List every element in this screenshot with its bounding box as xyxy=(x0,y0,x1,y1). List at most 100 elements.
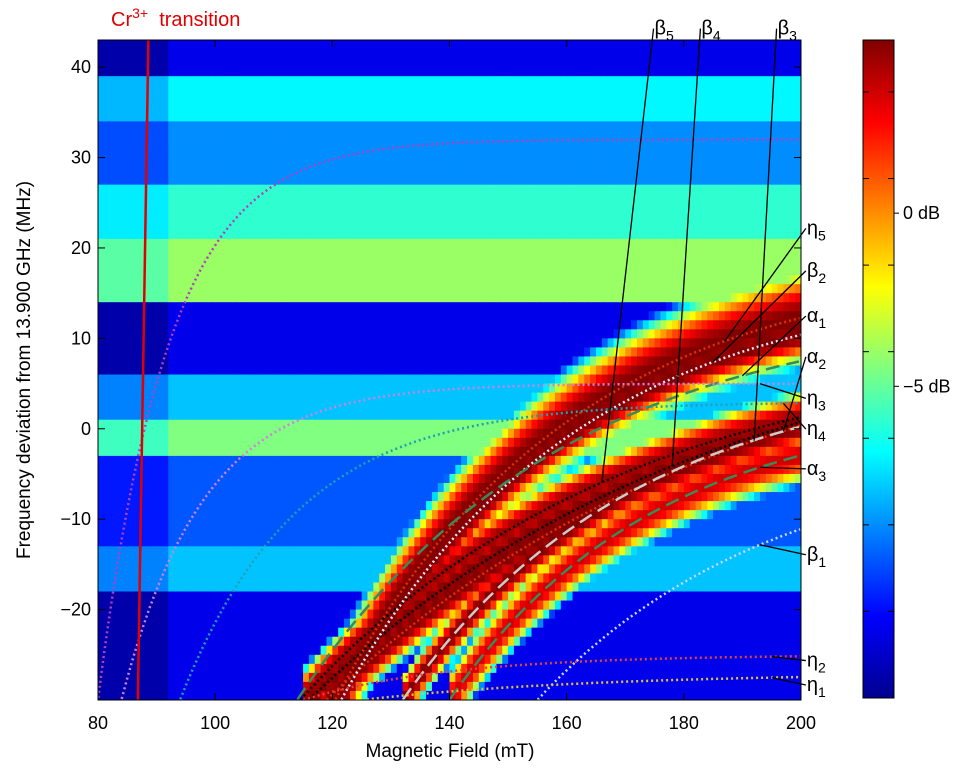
heatmap-cell xyxy=(291,238,298,249)
heatmap-cell xyxy=(484,645,492,656)
heatmap-cell xyxy=(133,519,140,529)
heatmap-cell xyxy=(197,483,205,493)
heatmap-cell xyxy=(144,618,152,629)
heatmap-cell xyxy=(121,428,128,439)
heatmap-cell xyxy=(338,130,345,141)
heatmap-cell xyxy=(185,266,193,276)
heatmap-cell xyxy=(209,211,216,222)
heatmap-cell xyxy=(285,609,292,620)
heatmap-cell xyxy=(297,85,304,95)
heatmap-cell xyxy=(273,446,281,457)
heatmap-cell xyxy=(344,483,351,493)
heatmap-cell xyxy=(308,112,316,122)
heatmap-cell xyxy=(98,157,105,168)
heatmap-cell xyxy=(180,618,187,629)
heatmap-cell xyxy=(174,329,181,339)
heatmap-cell xyxy=(144,473,152,484)
heatmap-cell xyxy=(426,437,433,448)
heatmap-cell xyxy=(150,365,158,376)
heatmap-cell xyxy=(332,202,339,213)
heatmap-cell xyxy=(338,627,345,638)
heatmap-cell xyxy=(297,365,304,376)
heatmap-cell xyxy=(127,202,134,213)
heatmap-cell xyxy=(455,690,462,700)
heatmap-cell xyxy=(267,275,275,285)
heatmap-cell xyxy=(385,645,392,656)
heatmap-cell xyxy=(232,428,240,439)
heatmap-cell xyxy=(127,302,134,312)
heatmap-cell xyxy=(291,672,298,683)
heatmap-cell xyxy=(367,365,374,376)
heatmap-cell xyxy=(250,112,257,122)
heatmap-cell xyxy=(390,618,398,629)
heatmap-cell xyxy=(326,275,333,285)
heatmap-cell xyxy=(291,464,298,475)
heatmap-cell xyxy=(156,139,164,150)
heatmap-cell xyxy=(420,464,427,475)
heatmap-cell xyxy=(203,157,210,168)
heatmap-cell xyxy=(472,564,480,575)
heatmap-cell xyxy=(203,121,210,132)
heatmap-cell xyxy=(297,428,304,439)
heatmap-cell xyxy=(396,58,404,68)
heatmap-cell xyxy=(402,501,410,511)
heatmap-cell xyxy=(162,419,169,430)
heatmap-cell xyxy=(437,284,445,294)
heatmap-cell xyxy=(121,211,128,222)
heatmap-cell xyxy=(402,537,410,547)
heatmap-cell xyxy=(303,600,310,611)
heatmap-cell xyxy=(103,645,111,656)
heatmap-cell xyxy=(209,202,216,213)
heatmap-cell xyxy=(390,537,398,547)
heatmap-cell xyxy=(402,329,410,339)
heatmap-cell xyxy=(308,49,316,59)
heatmap-cell xyxy=(431,401,439,412)
heatmap-cell xyxy=(150,464,158,475)
heatmap-cell xyxy=(215,320,222,330)
heatmap-cell xyxy=(133,573,140,584)
heatmap-cell xyxy=(402,437,410,448)
heatmap-cell xyxy=(221,473,228,484)
heatmap-cell xyxy=(379,94,386,104)
heatmap-cell xyxy=(238,600,246,611)
heatmap-cell xyxy=(150,284,158,294)
heatmap-cell xyxy=(103,238,111,249)
heatmap-cell xyxy=(121,365,128,376)
heatmap-cell xyxy=(156,383,164,394)
heatmap-cell xyxy=(221,374,228,385)
heatmap-cell xyxy=(478,347,486,358)
heatmap-cell xyxy=(103,67,111,77)
heatmap-cell xyxy=(291,130,298,141)
heatmap-cell xyxy=(496,130,503,141)
heatmap-cell xyxy=(174,483,181,493)
heatmap-cell xyxy=(385,67,392,77)
heatmap-cell xyxy=(150,555,158,565)
heatmap-cell xyxy=(332,193,339,204)
heatmap-cell xyxy=(291,49,298,59)
heatmap-cell xyxy=(396,446,404,457)
heatmap-cell xyxy=(332,392,339,403)
heatmap-cell xyxy=(490,618,497,629)
heatmap-cell xyxy=(115,591,123,602)
heatmap-cell xyxy=(420,401,427,412)
heatmap-cell xyxy=(273,256,281,267)
heatmap-cell xyxy=(133,175,140,186)
heatmap-cell xyxy=(338,383,345,394)
heatmap-cell xyxy=(361,148,369,159)
heatmap-cell xyxy=(262,501,269,511)
heatmap-cell xyxy=(127,139,134,150)
heatmap-cell xyxy=(484,428,492,439)
heatmap-cell xyxy=(115,338,123,348)
heatmap-cell xyxy=(443,247,451,258)
heatmap-cell xyxy=(256,483,263,493)
heatmap-cell xyxy=(162,636,169,647)
heatmap-cell xyxy=(238,256,246,267)
heatmap-cell xyxy=(455,492,462,502)
heatmap-cell xyxy=(267,347,275,358)
heatmap-cell xyxy=(420,338,427,348)
heatmap-cell xyxy=(279,166,287,177)
heatmap-cell xyxy=(273,202,281,213)
heatmap-cell xyxy=(103,193,111,204)
heatmap-cell xyxy=(226,600,234,611)
heatmap-cell xyxy=(238,627,246,638)
